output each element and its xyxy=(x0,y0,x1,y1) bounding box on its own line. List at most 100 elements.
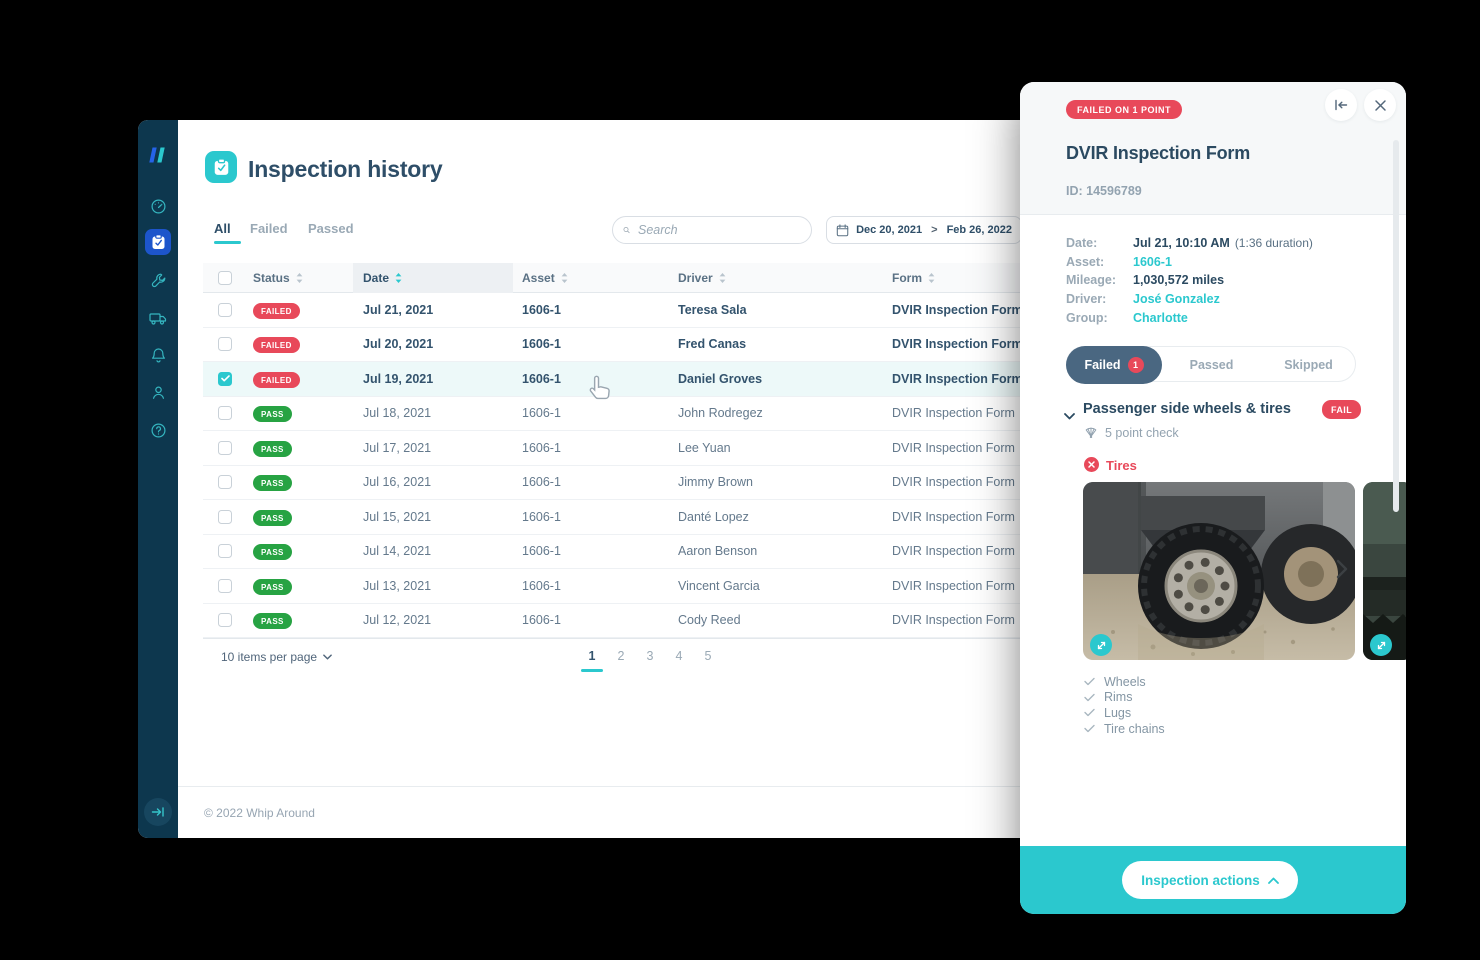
row-checkbox[interactable] xyxy=(218,337,232,352)
panel-header: FAILED ON 1 POINT DVIR Inspection Form I… xyxy=(1020,82,1406,215)
row-checkbox[interactable] xyxy=(218,544,232,559)
page-button-2[interactable]: 2 xyxy=(617,649,625,663)
date-range-picker[interactable]: Dec 20, 2021 > Feb 26, 2022 xyxy=(826,216,1022,244)
result-tab-passed[interactable]: Passed xyxy=(1189,358,1234,372)
expand-icon xyxy=(1377,641,1385,649)
tab-passed[interactable]: Passed xyxy=(308,221,354,236)
detail-label: Asset: xyxy=(1066,254,1105,269)
status-badge: PASS xyxy=(253,475,292,492)
page-numbers: 1 2 3 4 5 xyxy=(581,649,717,672)
calendar-icon xyxy=(836,223,849,236)
select-all-checkbox[interactable] xyxy=(218,270,232,285)
inspection-photo-tire-tread[interactable] xyxy=(1363,482,1406,660)
checklist-item: Lugs xyxy=(1084,705,1165,721)
date-range-end: Feb 26, 2022 xyxy=(946,224,1012,236)
detail-asset-link[interactable]: 1606-1 xyxy=(1133,254,1172,269)
next-photo-button[interactable] xyxy=(1336,559,1348,584)
sidebar-item-assets[interactable] xyxy=(138,305,178,331)
failed-points-badge: FAILED ON 1 POINT xyxy=(1066,100,1183,119)
chevron-down-icon xyxy=(323,654,332,660)
check-icon xyxy=(1084,724,1095,733)
sort-icon xyxy=(561,272,568,283)
column-header-asset[interactable]: Asset xyxy=(513,271,669,285)
page-button-1[interactable]: 1 xyxy=(581,649,603,672)
failed-item-label: Tires xyxy=(1106,458,1137,473)
inspection-history-icon xyxy=(205,151,237,183)
status-badge: FAILED xyxy=(253,371,300,388)
column-header-driver[interactable]: Driver xyxy=(669,271,881,285)
sidebar-item-maintenance[interactable] xyxy=(138,267,178,293)
checklist-item: Rims xyxy=(1084,690,1165,706)
page-button-5[interactable]: 5 xyxy=(704,649,712,663)
date-range-start: Dec 20, 2021 xyxy=(856,224,923,236)
page-title: Inspection history xyxy=(248,156,443,182)
active-page-underline xyxy=(581,669,603,672)
sidebar-item-inspections-active[interactable] xyxy=(145,229,171,255)
sidebar xyxy=(138,120,178,838)
result-tab-skipped[interactable]: Skipped xyxy=(1284,358,1333,372)
panel-expand-button[interactable] xyxy=(1325,89,1357,121)
point-check-icon xyxy=(1083,425,1099,443)
sort-icon xyxy=(928,272,935,283)
page-button-4[interactable]: 4 xyxy=(675,649,683,663)
expand-photo-button[interactable] xyxy=(1090,634,1112,656)
chevron-up-icon xyxy=(1267,877,1279,884)
row-checkbox[interactable] xyxy=(218,440,232,455)
row-checkbox[interactable] xyxy=(218,302,232,317)
sidebar-item-help[interactable] xyxy=(138,417,178,443)
sort-icon-active xyxy=(395,272,402,283)
person-icon xyxy=(152,386,164,399)
panel-footer: Inspection actions xyxy=(1020,846,1406,914)
row-checkbox[interactable] xyxy=(218,475,232,490)
section-collapse-toggle[interactable] xyxy=(1064,407,1075,425)
column-header-status[interactable]: Status xyxy=(247,271,353,285)
search-input[interactable] xyxy=(638,223,801,237)
inspection-actions-button[interactable]: Inspection actions xyxy=(1122,861,1298,899)
detail-mileage-value: 1,030,572 miles xyxy=(1133,273,1225,288)
sidebar-item-notifications[interactable] xyxy=(138,342,178,368)
checklist-item: Wheels xyxy=(1084,674,1165,690)
panel-close-button[interactable] xyxy=(1364,89,1396,121)
check-icon xyxy=(1084,678,1095,686)
row-checkbox[interactable] xyxy=(218,578,232,593)
passed-checklist: Wheels Rims Lugs Tire chains xyxy=(1084,674,1165,736)
collapse-sidebar-button[interactable] xyxy=(144,798,172,826)
status-badge: PASS xyxy=(253,406,292,423)
detail-group-link[interactable]: Charlotte xyxy=(1133,310,1188,325)
checklist-item: Tire chains xyxy=(1084,721,1165,737)
search-box xyxy=(612,216,812,244)
detail-label: Driver: xyxy=(1066,292,1107,307)
panel-scrollbar[interactable] xyxy=(1393,140,1399,512)
clipboard-icon xyxy=(214,158,228,175)
status-badge: PASS xyxy=(253,613,292,630)
detail-driver-link[interactable]: José Gonzalez xyxy=(1133,292,1220,307)
detail-label: Date: xyxy=(1066,236,1098,251)
detail-label: Mileage: xyxy=(1066,273,1117,288)
collapse-sidebar-icon xyxy=(151,807,164,817)
dashboard-gauge-icon xyxy=(150,198,166,214)
items-per-page-select[interactable]: 10 items per page xyxy=(221,650,332,664)
row-checkbox[interactable] xyxy=(218,406,232,421)
row-checkbox-checked[interactable] xyxy=(218,371,232,386)
status-badge: FAILED xyxy=(253,337,300,354)
point-check-label: 5 point check xyxy=(1105,426,1179,440)
inspection-photo-truck-wheel[interactable] xyxy=(1083,482,1355,660)
failed-count-badge: 1 xyxy=(1127,357,1144,373)
column-header-form[interactable]: Form xyxy=(881,271,1308,285)
truck-icon xyxy=(149,312,167,325)
tab-failed[interactable]: Failed xyxy=(250,221,288,236)
sidebar-item-dashboard[interactable] xyxy=(138,193,178,219)
result-tab-failed[interactable]: Failed 1 xyxy=(1066,346,1162,384)
tab-all[interactable]: All xyxy=(214,221,231,236)
row-checkbox[interactable] xyxy=(218,613,232,628)
row-checkbox[interactable] xyxy=(218,509,232,524)
page-button-3[interactable]: 3 xyxy=(646,649,654,663)
footer-divider xyxy=(178,786,1342,787)
status-badge: FAILED xyxy=(253,302,300,319)
column-header-date[interactable]: Date xyxy=(353,262,513,293)
expand-icon xyxy=(1097,641,1105,649)
pagination-bar: 10 items per page 1 2 3 4 5 xyxy=(203,638,1308,676)
detail-label: Group: xyxy=(1066,310,1108,325)
expand-photo-button[interactable] xyxy=(1370,634,1392,656)
sidebar-item-drivers[interactable] xyxy=(138,379,178,405)
